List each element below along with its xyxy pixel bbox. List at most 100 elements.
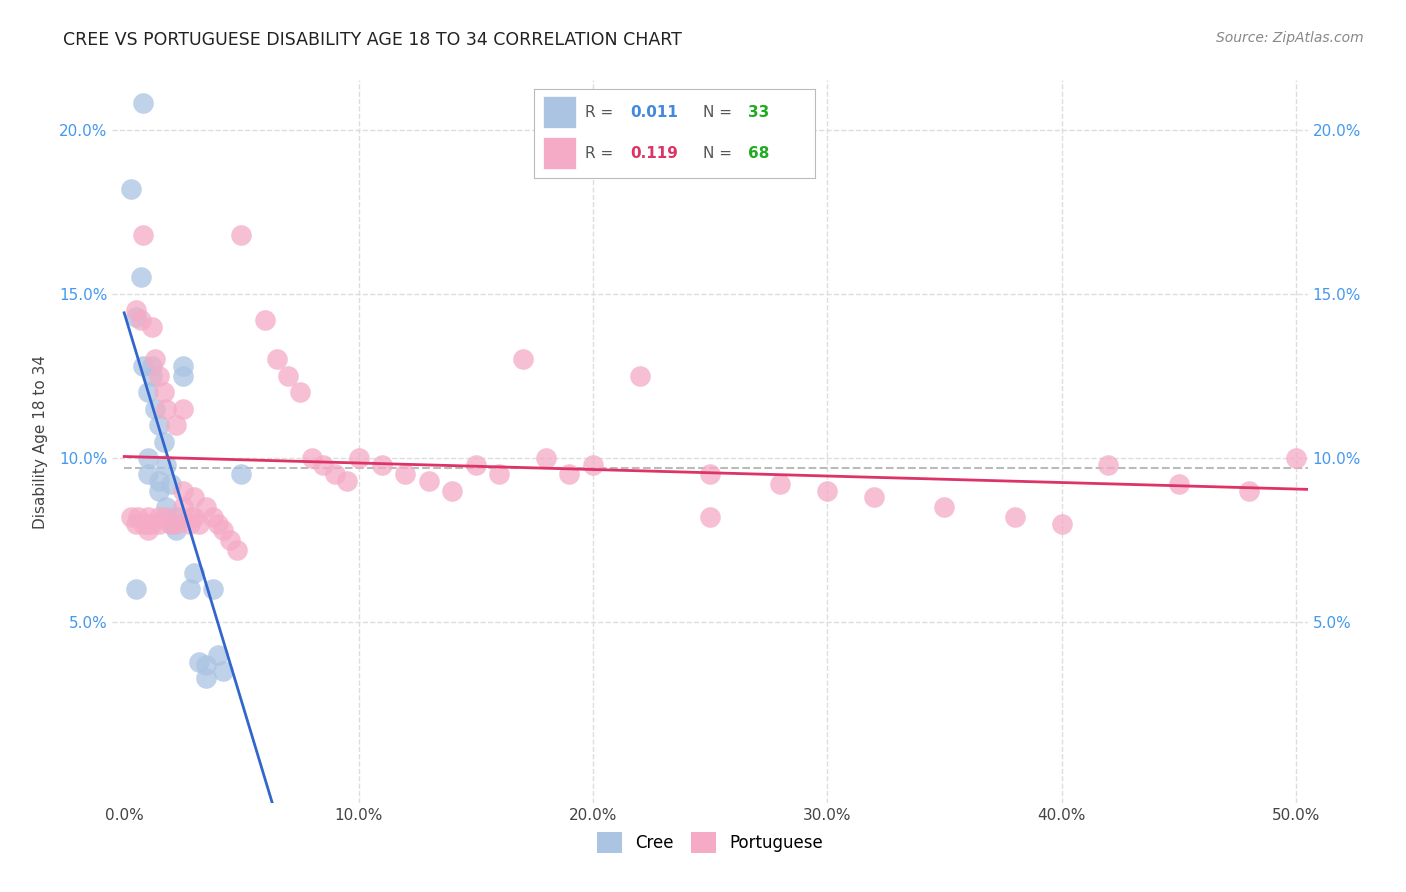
Point: [136, 523, 159, 537]
Point: [394, 467, 416, 482]
Point: [125, 310, 148, 324]
Point: [155, 401, 177, 416]
Point: [136, 450, 159, 465]
Point: [266, 352, 288, 367]
Point: [441, 483, 464, 498]
Point: [132, 359, 155, 373]
Point: [165, 516, 187, 531]
Point: [207, 648, 229, 662]
Point: [628, 368, 651, 383]
Point: [148, 483, 170, 498]
Point: [336, 474, 359, 488]
Point: [464, 458, 486, 472]
Point: [160, 516, 183, 531]
Point: [312, 458, 335, 472]
Point: [153, 434, 176, 449]
Point: [1097, 458, 1119, 472]
Point: [172, 368, 194, 383]
Point: [488, 467, 510, 482]
Point: [136, 516, 159, 531]
Bar: [543, 96, 576, 128]
Point: [148, 368, 170, 383]
Point: [1004, 510, 1026, 524]
Point: [125, 582, 148, 597]
Point: [558, 467, 581, 482]
Point: [155, 510, 177, 524]
Text: N =: N =: [703, 105, 737, 120]
Point: [132, 516, 155, 531]
Point: [136, 385, 159, 400]
Point: [165, 523, 187, 537]
Point: [141, 368, 163, 383]
Point: [165, 510, 187, 524]
Point: [277, 368, 299, 383]
Point: [183, 491, 205, 505]
Text: CREE VS PORTUGUESE DISABILITY AGE 18 TO 34 CORRELATION CHART: CREE VS PORTUGUESE DISABILITY AGE 18 TO …: [63, 31, 682, 49]
Point: [172, 359, 194, 373]
Text: R =: R =: [585, 146, 619, 161]
Point: [148, 510, 170, 524]
Point: [1050, 516, 1073, 531]
Point: [141, 516, 163, 531]
Point: [211, 665, 233, 679]
Point: [141, 319, 163, 334]
Point: [769, 477, 792, 491]
Point: [1167, 477, 1189, 491]
Bar: [543, 137, 576, 169]
Point: [202, 582, 225, 597]
Point: [136, 467, 159, 482]
Point: [188, 516, 211, 531]
Text: 0.119: 0.119: [630, 146, 678, 161]
Text: 33: 33: [748, 105, 769, 120]
Point: [148, 418, 170, 433]
Point: [148, 474, 170, 488]
Point: [347, 450, 370, 465]
Point: [129, 313, 152, 327]
Text: R =: R =: [585, 105, 619, 120]
Point: [141, 359, 163, 373]
Point: [172, 500, 194, 515]
Point: [125, 516, 148, 531]
Point: [179, 516, 201, 531]
Point: [155, 458, 177, 472]
Point: [512, 352, 534, 367]
Point: [253, 313, 276, 327]
Point: [136, 510, 159, 524]
Point: [172, 483, 194, 498]
Point: [155, 500, 177, 515]
Point: [231, 467, 253, 482]
Point: [211, 523, 233, 537]
Point: [172, 401, 194, 416]
Point: [323, 467, 346, 482]
Text: N =: N =: [703, 146, 737, 161]
Point: [183, 566, 205, 580]
Point: [225, 542, 247, 557]
Point: [148, 516, 170, 531]
Point: [301, 450, 323, 465]
Point: [1237, 483, 1260, 498]
Point: [143, 352, 166, 367]
Point: [288, 385, 311, 400]
Point: [132, 227, 155, 242]
Point: [125, 303, 148, 318]
Point: [129, 270, 152, 285]
Point: [153, 385, 176, 400]
Point: [815, 483, 838, 498]
Y-axis label: Disability Age 18 to 34: Disability Age 18 to 34: [34, 354, 48, 529]
Point: [202, 510, 225, 524]
Text: 0.011: 0.011: [630, 105, 678, 120]
Point: [195, 671, 218, 685]
Point: [371, 458, 394, 472]
Point: [863, 491, 886, 505]
Point: [160, 477, 183, 491]
Point: [127, 510, 149, 524]
Point: [188, 655, 211, 669]
Point: [534, 450, 557, 465]
Point: [582, 458, 605, 472]
Point: [179, 510, 201, 524]
Point: [195, 657, 218, 672]
Point: [207, 516, 229, 531]
Point: [179, 582, 201, 597]
Text: 68: 68: [748, 146, 769, 161]
Point: [195, 500, 218, 515]
